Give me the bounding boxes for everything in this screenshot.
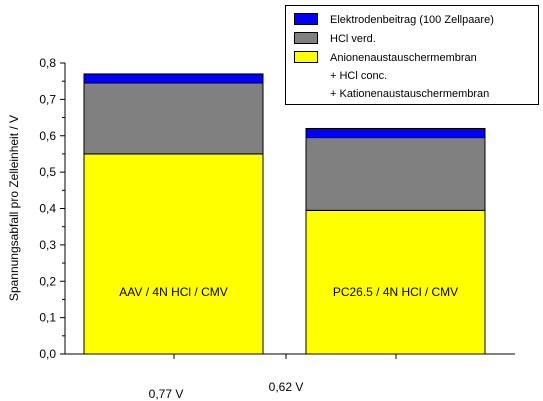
legend-label-membrane-line3: + Kationenaustauschermembran [330,88,490,100]
bar-2-segment-1 [305,209,486,355]
y-tick-label-6: 0,6 [39,129,56,143]
legend: Elektrodenbeitrag (100 Zellpaare) HCl ve… [285,5,539,105]
bar-label-2: PC26.5 / 4N HCl / CMV [333,285,458,299]
bar-2-segment-2 [305,137,486,211]
legend-swatch-hcl-verd [294,32,318,44]
bar-2-segment-3 [305,127,486,139]
legend-label-membrane: Anionenaustauschermembran [330,52,477,64]
bars-group: AAV / 4N HCl / CMV PC26.5 / 4N HCl / CMV [83,73,486,355]
legend-swatch-electrode [294,13,318,25]
x-tick-label-2: 0,62 V [269,380,304,394]
legend-label-hcl-verd: HCl verd. [330,33,376,45]
y-tick-label-3: 0,3 [39,238,56,252]
bar-1-segment-2 [83,82,264,155]
legend-swatch-membrane [294,51,318,63]
legend-label-membrane-line2: + HCl conc. [330,70,388,82]
x-tick-label-1: 0,77 V [149,387,184,401]
bar-1-segment-1 [83,153,264,355]
y-tick-label-4: 0,4 [39,202,56,216]
y-axis-label: Spannungsabfall pro Zelleinheit / V [7,115,21,301]
y-tick-label-7: 0,7 [39,92,56,106]
y-tick-label-8: 0,8 [39,56,56,70]
y-tick-label-1: 0,1 [39,311,56,325]
axes-group: 0,77 V 0,62 V 0,0 0,1 0,2 0,3 0,4 0,5 0,6 0,7 0,8 [39,56,515,401]
legend-label-electrode: Elektrodenbeitrag (100 Zellpaare) [330,14,494,26]
bar-1-segment-3 [83,73,264,84]
y-tick-label-5: 0,5 [39,165,56,179]
y-tick-label-0: 0,0 [39,347,56,361]
y-tick-label-2: 0,2 [39,274,56,288]
bar-label-1: AAV / 4N HCl / CMV [119,285,227,299]
